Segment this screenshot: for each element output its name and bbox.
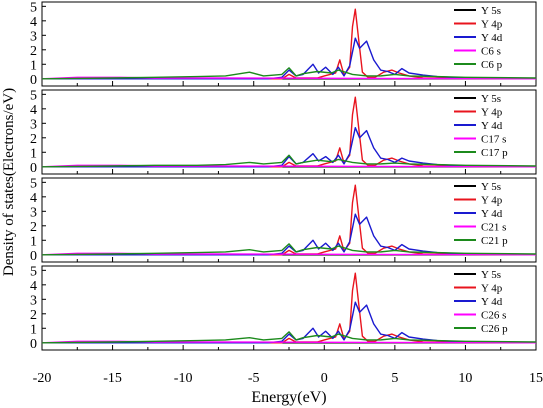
legend-entry: C21 p xyxy=(481,235,508,247)
legend-entry: C17 p xyxy=(481,147,508,159)
y-tick-label: 1 xyxy=(30,146,37,161)
legend-entry: C26 p xyxy=(481,323,508,335)
y-tick-label: 5 xyxy=(30,264,37,279)
legend-entry: Y 5s xyxy=(481,5,501,17)
legend-entry: C21 s xyxy=(481,222,506,234)
y-tick-label: 0 xyxy=(30,249,37,264)
legend-entry: C6 p xyxy=(481,59,503,71)
legend-entry: C26 s xyxy=(481,310,506,322)
legend-entry: Y 4p xyxy=(481,107,503,119)
y-tick-label: 4 xyxy=(30,15,37,30)
series-lines xyxy=(42,8,536,80)
legend-entry: C17 s xyxy=(481,134,506,146)
panel-frame xyxy=(41,1,537,87)
legend-entry: Y 4d xyxy=(481,296,503,308)
y-tick-label: 3 xyxy=(30,117,37,132)
series-line-y-4d xyxy=(42,301,536,344)
series-lines xyxy=(42,272,536,344)
legend-entry: Y 5s xyxy=(481,181,501,193)
legend-entry: Y 5s xyxy=(481,93,501,105)
y-tick-label: 0 xyxy=(30,73,37,88)
legend-entry: Y 4d xyxy=(481,32,503,44)
legend-entry: C6 s xyxy=(481,46,501,58)
y-tick-label: 2 xyxy=(30,308,37,323)
legend-entry: Y 4d xyxy=(481,208,503,220)
y-tick-label: 3 xyxy=(30,293,37,308)
y-tick-label: 2 xyxy=(30,132,37,147)
y-tick-label: 4 xyxy=(30,103,37,118)
panel-frame xyxy=(41,177,537,263)
y-tick-label: 2 xyxy=(30,220,37,235)
y-tick-label: 3 xyxy=(30,29,37,44)
y-tick-label: 5 xyxy=(30,176,37,191)
panel-frame xyxy=(41,89,537,175)
series-line-c17-p xyxy=(42,154,536,168)
series-line-c6-p xyxy=(42,67,536,80)
y-tick-label: 0 xyxy=(30,337,37,352)
legend: Y 5s Y 4pY 4d C6 sC6 p xyxy=(454,5,503,71)
y-tick-label: 4 xyxy=(30,279,37,294)
series-lines xyxy=(42,96,536,168)
legend-entry: Y 4d xyxy=(481,120,503,132)
y-tick-label: 4 xyxy=(30,191,37,206)
legend-entry: Y 5s xyxy=(481,269,501,281)
x-tick-label: 10 xyxy=(458,371,472,386)
x-tick-label: 15 xyxy=(529,371,543,386)
y-tick-label: 2 xyxy=(30,44,37,59)
x-tick-label: -5 xyxy=(248,371,260,386)
y-tick-label: 1 xyxy=(30,322,37,337)
series-line-y-4d xyxy=(42,213,536,256)
series-line-c26-p xyxy=(42,331,536,344)
y-tick-label: 0 xyxy=(30,161,37,176)
y-tick-label: 5 xyxy=(30,0,37,15)
x-tick-labels: -20 -15 -10 -5 0 5 10 15 xyxy=(33,371,543,386)
legend-entry: Y 4p xyxy=(481,283,503,295)
y-tick-label: 5 xyxy=(30,88,37,103)
series-lines xyxy=(42,184,536,256)
x-tick-label: -15 xyxy=(103,371,122,386)
y-tick-label: 3 xyxy=(30,205,37,220)
y-tick-label: 1 xyxy=(30,58,37,73)
y-axis-label: Density of states(Electrons/eV) xyxy=(1,88,17,276)
x-axis-label: Energy(eV) xyxy=(251,389,326,406)
x-tick-label: -10 xyxy=(174,371,193,386)
series-line-y-4d xyxy=(42,37,536,80)
x-tick-label: 5 xyxy=(391,371,398,386)
x-tick-label: 0 xyxy=(321,371,328,386)
legend-entry: Y 4p xyxy=(481,195,503,207)
series-line-c21-p xyxy=(42,243,536,256)
y-tick-label: 1 xyxy=(30,234,37,249)
legend-entry: Y 4p xyxy=(481,19,503,31)
x-tick-label: -20 xyxy=(33,371,52,386)
panel-frame xyxy=(41,265,537,351)
series-line-y-4d xyxy=(42,127,536,168)
